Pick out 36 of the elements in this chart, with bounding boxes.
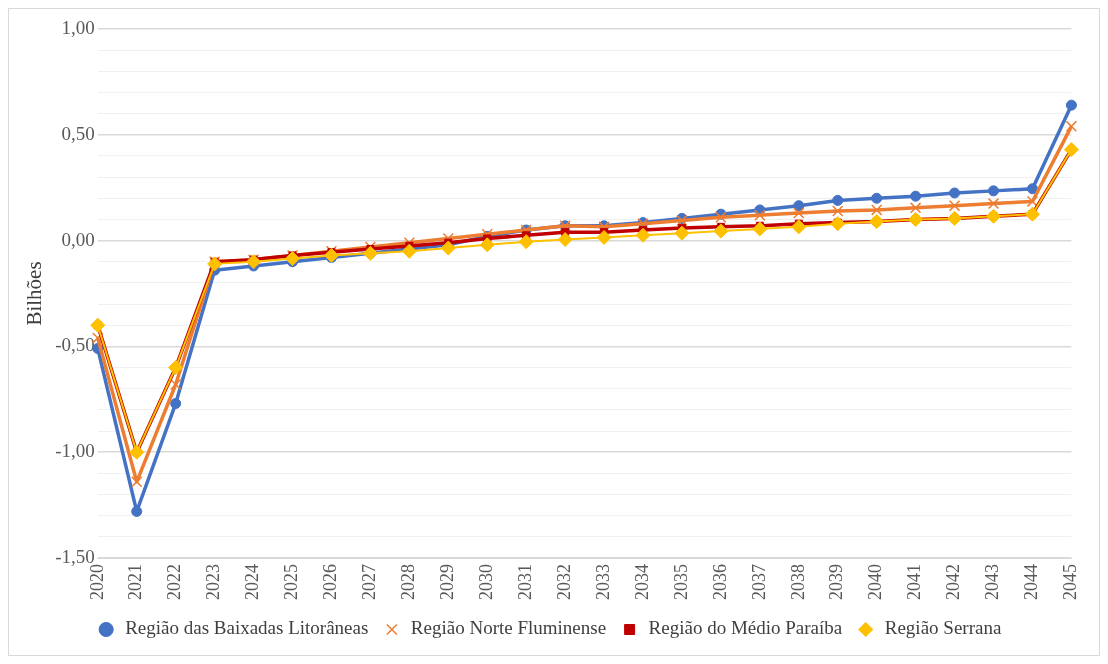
- x-tick-label: 2033: [592, 564, 613, 600]
- x-tick-label: 2021: [125, 564, 146, 600]
- x-tick-label: 2036: [709, 564, 730, 600]
- x-tick-label: 2022: [164, 564, 185, 600]
- x-tick-label: 2026: [320, 564, 341, 600]
- y-tick-label: -1,00: [55, 440, 95, 462]
- x-tick-label: 2043: [982, 564, 1003, 600]
- x-tick-label: 2042: [943, 564, 964, 600]
- y-tick-label: -0,50: [55, 334, 95, 356]
- x-tick-label: 2045: [1060, 564, 1081, 600]
- x-tick-label: 2038: [787, 564, 808, 600]
- x-tick-label: 2027: [359, 564, 380, 600]
- x-tick-label: 2044: [1021, 564, 1042, 600]
- y-axis-title: Bilhões: [22, 261, 47, 326]
- x-tick-label: 2030: [475, 564, 496, 600]
- x-tick-label: 2028: [398, 564, 419, 600]
- y-tick-label: 0,00: [61, 228, 95, 250]
- legend-label: Região das Baixadas Litorâneas: [125, 617, 369, 639]
- x-tick-label: 2025: [281, 564, 302, 600]
- x-tick-label: 2024: [242, 564, 263, 600]
- x-tick-label: 2037: [748, 564, 769, 600]
- x-tick-label: 2029: [437, 564, 458, 600]
- y-tick-label: 1,00: [61, 16, 95, 38]
- x-tick-label: 2034: [631, 564, 652, 600]
- x-tick-label: 2023: [203, 564, 224, 600]
- x-tick-label: 2041: [904, 564, 925, 600]
- x-tick-label: 2020: [86, 564, 107, 600]
- legend-label: Região Norte Fluminense: [410, 617, 607, 639]
- x-tick-label: 2031: [514, 564, 535, 600]
- legend-label: Região Serrana: [884, 617, 1002, 639]
- x-tick-label: 2032: [553, 564, 574, 600]
- x-tick-label: 2035: [670, 564, 691, 600]
- x-tick-label: 2039: [826, 564, 847, 600]
- y-tick-label: 0,50: [61, 122, 95, 144]
- legend-label: Região do Médio Paraíba: [648, 617, 843, 639]
- x-tick-label: 2040: [865, 564, 886, 600]
